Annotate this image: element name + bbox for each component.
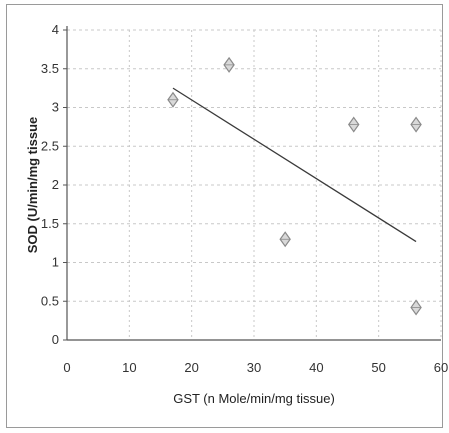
tick-labels: 0 10 20 30 40 50 60 0 0.5 1 1.5 2 2.5 3 3.5 4 bbox=[41, 22, 448, 375]
trendline-segment bbox=[172, 87, 417, 243]
y-axis-title: SOD (U/min/mg tissue bbox=[25, 117, 40, 254]
y-tick-label: 0 bbox=[52, 332, 59, 347]
y-tick-label: 2 bbox=[52, 177, 59, 192]
x-tick-label: 50 bbox=[371, 360, 385, 375]
trendline bbox=[172, 87, 417, 243]
x-tick-label: 20 bbox=[184, 360, 198, 375]
x-tick-label: 10 bbox=[122, 360, 136, 375]
y-tick-label: 2.5 bbox=[41, 138, 59, 153]
y-tick-label: 1 bbox=[52, 255, 59, 270]
grid-lines bbox=[67, 29, 442, 340]
y-tick-label: 1.5 bbox=[41, 216, 59, 231]
chart-frame bbox=[6, 4, 443, 428]
x-axis-title: GST (n Mole/min/mg tissue) bbox=[173, 391, 335, 406]
x-tick-label: 40 bbox=[309, 360, 323, 375]
x-tick-label: 0 bbox=[63, 360, 70, 375]
y-tick-label: 0.5 bbox=[41, 293, 59, 308]
y-tick-label: 3 bbox=[52, 100, 59, 115]
y-tick-label: 3.5 bbox=[41, 61, 59, 76]
x-tick-label: 30 bbox=[247, 360, 261, 375]
data-points bbox=[167, 56, 422, 316]
y-tick-label: 4 bbox=[52, 22, 59, 37]
x-tick-label: 60 bbox=[434, 360, 448, 375]
axes bbox=[63, 26, 441, 341]
